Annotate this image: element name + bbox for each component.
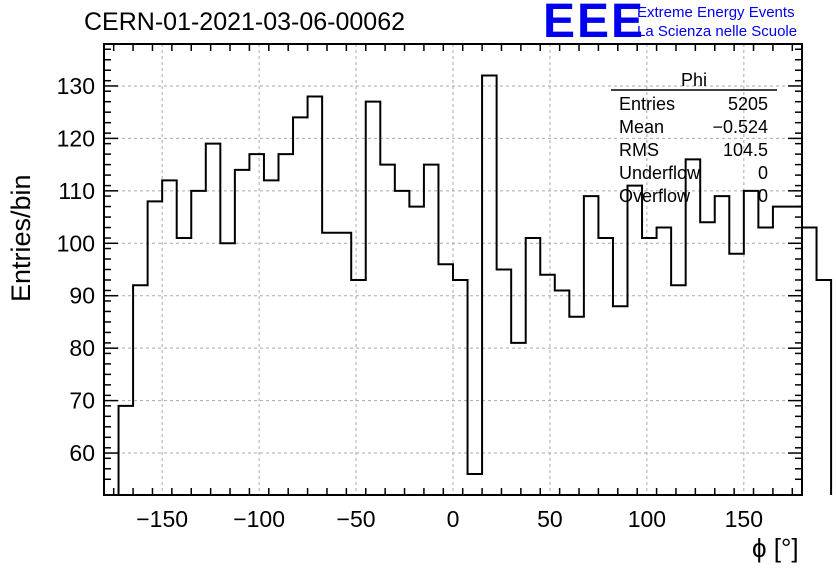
- histogram-bin: [191, 191, 206, 495]
- histogram-outline: [117, 74, 833, 495]
- stats-label: Underflow: [619, 163, 701, 183]
- histogram-bin: [657, 228, 672, 495]
- tick-labels: −150 −100 −50 0 50 100 150 60 70 80 90 100 110 120 130: [57, 73, 763, 532]
- y-tick-label: 60: [69, 440, 95, 466]
- histogram-bin: [395, 191, 410, 495]
- histogram-bin: [540, 275, 555, 495]
- histogram-bin: [235, 170, 250, 495]
- eee-logo: EEE: [543, 0, 646, 48]
- y-tick-label: 100: [57, 230, 95, 256]
- histogram-bin: [497, 270, 512, 496]
- histogram-bin: [162, 180, 177, 495]
- stats-value: 5205: [728, 94, 768, 114]
- histogram-bin: [468, 474, 483, 495]
- histogram-bin: [351, 280, 366, 495]
- histogram-bin: [700, 222, 715, 495]
- histogram-bin: [686, 159, 701, 495]
- histogram-bin: [438, 264, 453, 495]
- histogram-bin: [729, 254, 744, 495]
- histogram-bin: [380, 165, 395, 495]
- x-tick-label: 100: [628, 506, 666, 532]
- histogram-bin: [424, 165, 439, 495]
- stats-value: −0.524: [712, 117, 768, 137]
- x-tick-label: −150: [136, 506, 188, 532]
- y-tick-label: 70: [69, 388, 95, 414]
- histogram-bin: [555, 290, 570, 495]
- histogram-bin: [758, 228, 773, 495]
- histogram-bin: [206, 144, 221, 495]
- histogram-bin: [220, 243, 235, 495]
- stats-value: 104.5: [723, 140, 768, 160]
- y-tick-label: 110: [58, 178, 95, 204]
- histogram-bin: [322, 233, 337, 495]
- histogram-bin: [133, 285, 148, 495]
- histogram-bin: [744, 191, 759, 495]
- stats-label: Mean: [619, 117, 664, 137]
- chart-title: CERN-01-2021-03-06-00062: [84, 8, 406, 36]
- stats-label: Overflow: [619, 186, 691, 206]
- histogram-bin: [366, 102, 381, 495]
- histogram-bin: [802, 228, 817, 495]
- histogram-bin: [337, 233, 352, 495]
- histogram-bin: [177, 238, 192, 495]
- stats-box: Phi Entries 5205 Mean −0.524 RMS 104.5 Underflo…: [611, 70, 777, 206]
- stats-value: 0: [758, 163, 768, 183]
- histogram-bin: [279, 154, 294, 495]
- histogram-bin: [526, 238, 541, 495]
- histogram-bin: [409, 207, 424, 495]
- x-tick-label: −100: [233, 506, 285, 532]
- x-tick-label: −50: [337, 506, 376, 532]
- histogram-bin: [511, 343, 526, 495]
- histogram-bin: [569, 317, 584, 495]
- x-axis-label: ϕ [°]: [752, 533, 799, 563]
- histogram-bin: [628, 186, 643, 495]
- histogram-bin: [817, 280, 832, 495]
- stats-label: Entries: [619, 94, 675, 114]
- y-tick-label: 90: [69, 283, 95, 309]
- logo-text-line2: La Scienza nelle Scuole: [637, 23, 798, 40]
- histogram-bin: [787, 207, 802, 495]
- x-tick-label: 0: [447, 506, 460, 532]
- histogram-bin: [264, 180, 279, 495]
- histogram-bin: [119, 406, 134, 495]
- y-tick-label: 120: [57, 125, 95, 151]
- stats-label: RMS: [619, 140, 659, 160]
- axis-ticks: [104, 44, 802, 495]
- histogram-bin: [642, 238, 657, 495]
- histogram-bin: [249, 154, 264, 495]
- x-tick-label: 50: [537, 506, 563, 532]
- histogram-bin: [293, 117, 308, 495]
- histogram-bin: [453, 280, 468, 495]
- y-tick-label: 130: [57, 73, 95, 99]
- histogram-bin: [598, 238, 613, 495]
- logo-text-line1: Extreme Energy Events: [637, 4, 795, 21]
- stats-name: Phi: [681, 70, 707, 90]
- stats-value: 0: [758, 186, 768, 206]
- y-tick-label: 80: [69, 335, 95, 361]
- histogram-bin: [773, 207, 788, 495]
- x-tick-label: 150: [725, 506, 763, 532]
- histogram-bin: [671, 285, 686, 495]
- histogram-bin: [715, 196, 730, 495]
- histogram-bin: [584, 196, 599, 495]
- grid-lines: [104, 44, 802, 495]
